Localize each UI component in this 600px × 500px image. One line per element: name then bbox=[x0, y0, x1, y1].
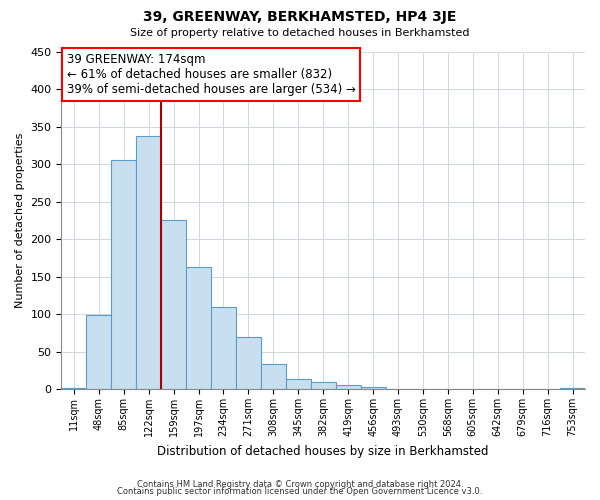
Bar bbox=[560, 388, 585, 389]
Text: Size of property relative to detached houses in Berkhamsted: Size of property relative to detached ho… bbox=[130, 28, 470, 38]
Y-axis label: Number of detached properties: Number of detached properties bbox=[15, 132, 25, 308]
X-axis label: Distribution of detached houses by size in Berkhamsted: Distribution of detached houses by size … bbox=[157, 444, 489, 458]
Text: 39 GREENWAY: 174sqm
← 61% of detached houses are smaller (832)
39% of semi-detac: 39 GREENWAY: 174sqm ← 61% of detached ho… bbox=[67, 53, 356, 96]
Text: Contains HM Land Registry data © Crown copyright and database right 2024.: Contains HM Land Registry data © Crown c… bbox=[137, 480, 463, 489]
Text: 39, GREENWAY, BERKHAMSTED, HP4 3JE: 39, GREENWAY, BERKHAMSTED, HP4 3JE bbox=[143, 10, 457, 24]
Bar bbox=[111, 160, 136, 389]
Bar bbox=[236, 338, 261, 389]
Bar bbox=[186, 267, 211, 389]
Bar bbox=[311, 382, 335, 389]
Bar bbox=[211, 308, 236, 389]
Bar bbox=[136, 136, 161, 389]
Bar bbox=[86, 315, 111, 389]
Bar bbox=[261, 364, 286, 389]
Bar bbox=[335, 386, 361, 389]
Text: Contains public sector information licensed under the Open Government Licence v3: Contains public sector information licen… bbox=[118, 487, 482, 496]
Bar bbox=[286, 380, 311, 389]
Bar bbox=[61, 388, 86, 389]
Bar bbox=[361, 387, 386, 389]
Bar bbox=[161, 220, 186, 389]
